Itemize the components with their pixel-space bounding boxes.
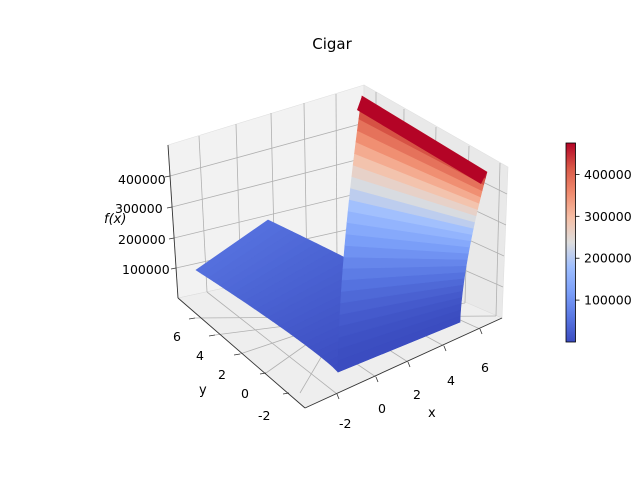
x-tick-label: 2 xyxy=(413,387,421,402)
z-tick-mark xyxy=(166,206,173,209)
x-tick-mark xyxy=(375,376,379,383)
z-tick-label: 100000 xyxy=(122,262,170,277)
chart-title: Cigar xyxy=(312,35,352,53)
gridline xyxy=(171,157,365,208)
surface-top-rim xyxy=(357,96,487,184)
colorbar-gradient xyxy=(565,142,576,343)
colorbar-ticks: 100000 200000 300000 400000 xyxy=(575,167,632,308)
z-tick-label: 300000 xyxy=(115,201,163,216)
z-tick-mark xyxy=(168,237,175,240)
y-tick-mark xyxy=(233,353,241,356)
x-tick-label: 0 xyxy=(378,401,386,416)
colorbar-tick-label: 100000 xyxy=(584,293,632,308)
x-tick-mark xyxy=(336,393,340,400)
x-axis-line xyxy=(304,317,503,409)
x-tick-mark xyxy=(443,345,447,352)
y-tick-mark xyxy=(259,372,267,375)
y-tick-label: 2 xyxy=(218,367,226,382)
z-tick-label: 400000 xyxy=(118,172,166,187)
x-tick-mark xyxy=(407,361,411,368)
colorbar-tick-label: 300000 xyxy=(584,209,632,224)
y-tick-label: -2 xyxy=(258,408,270,423)
y-tick-label: 6 xyxy=(173,329,181,344)
y-axis-label: y xyxy=(199,383,207,398)
x-axis-label: x xyxy=(428,406,436,421)
z-tick-mark xyxy=(164,175,171,178)
z-axis-label: f(x) xyxy=(104,212,126,227)
gridline xyxy=(173,191,365,239)
z-axis-line xyxy=(167,144,179,299)
y-tick-mark xyxy=(188,317,196,320)
tick-marks xyxy=(164,175,483,400)
surface-band xyxy=(195,219,277,275)
y-axis-line xyxy=(177,297,306,409)
colorbar-tick-label: 200000 xyxy=(584,251,632,266)
gridline xyxy=(169,122,365,177)
colorbar-tick-label: 400000 xyxy=(584,167,632,182)
gridline xyxy=(495,162,501,317)
colorbar: 100000 200000 300000 400000 xyxy=(565,142,632,343)
y-tick-label: 0 xyxy=(241,386,249,401)
y-tick-label: 4 xyxy=(196,348,204,363)
y-tick-mark xyxy=(208,334,216,337)
x-tick-label: 6 xyxy=(481,360,489,375)
surface xyxy=(195,95,488,373)
z-tick-mark xyxy=(170,267,177,270)
x-tick-mark xyxy=(479,328,483,335)
y-tick-mark xyxy=(282,392,290,395)
x-tick-label: 4 xyxy=(447,373,455,388)
x-tick-label: -2 xyxy=(339,416,351,431)
z-tick-label: 200000 xyxy=(118,232,166,247)
gridline xyxy=(335,93,338,265)
axis-lines xyxy=(167,144,503,409)
